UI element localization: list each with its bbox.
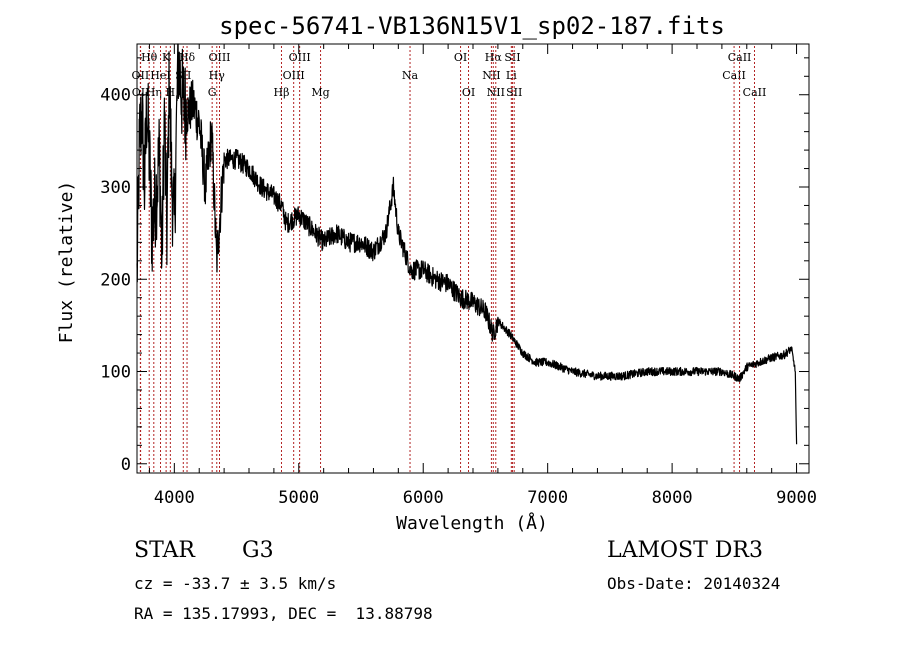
spectral-line-label: OI bbox=[454, 51, 467, 64]
spectral-line-label: CaII bbox=[722, 69, 746, 82]
spectral-line-label: CaII bbox=[728, 51, 752, 64]
spectral-line-label: Hβ bbox=[274, 86, 290, 99]
object-class: STAR bbox=[134, 538, 195, 563]
x-axis-label: Wavelength (Å) bbox=[396, 512, 548, 534]
y-axis-label: Flux (relative) bbox=[56, 181, 77, 344]
x-axis: 4000 5000 6000 7000 8000 9000 bbox=[148, 44, 817, 508]
spectral-line-label: NII bbox=[487, 86, 505, 99]
spectral-line-label: Hη bbox=[146, 86, 162, 99]
spectral-line-label: Hγ bbox=[209, 69, 226, 82]
x-tick-label: 6000 bbox=[403, 488, 444, 508]
spectral-line-label: Hα bbox=[485, 51, 503, 64]
spectral-line-label: OIII bbox=[283, 69, 305, 82]
radec-text: RA = 135.17993, DEC = 13.88798 bbox=[134, 604, 433, 623]
y-tick-label: 0 bbox=[121, 455, 131, 475]
spectral-line-label: SII bbox=[504, 51, 520, 64]
x-tick-label: 4000 bbox=[154, 488, 195, 508]
y-tick-label: 200 bbox=[100, 270, 131, 290]
object-subclass: G3 bbox=[242, 538, 274, 563]
spectral-line-label: Hθ bbox=[141, 51, 158, 64]
y-axis: 0 100 200 300 400 bbox=[100, 57, 809, 475]
survey-label: LAMOST DR3 bbox=[607, 538, 763, 563]
spectral-line-label: OI bbox=[462, 86, 475, 99]
x-tick-label: 7000 bbox=[527, 488, 568, 508]
spectral-line-label: OIII bbox=[289, 51, 311, 64]
spectral-line-label: Na bbox=[402, 69, 419, 82]
spectral-line-label: OII bbox=[132, 86, 150, 99]
spectral-line-markers: HθOIIOIIHηHeIKHSIIHδGHγOIIIHβOIIIOIIIMgN… bbox=[132, 46, 767, 473]
plot-frame bbox=[136, 43, 810, 474]
spectral-line-label: Hδ bbox=[179, 51, 196, 64]
spectrum-line bbox=[136, 43, 798, 445]
y-tick-label: 400 bbox=[100, 86, 131, 106]
spectral-line-label: G bbox=[208, 86, 217, 99]
spectral-line-label: Li bbox=[506, 69, 517, 82]
spectral-line-label: OIII bbox=[208, 51, 230, 64]
spectral-line-label: Mg bbox=[311, 86, 329, 99]
spectral-line-label: NII bbox=[482, 69, 500, 82]
x-tick-label: 8000 bbox=[652, 488, 693, 508]
spectral-line-label: CaII bbox=[743, 86, 767, 99]
y-tick-label: 100 bbox=[100, 363, 131, 383]
obs-date-text: Obs-Date: 20140324 bbox=[607, 574, 781, 593]
redshift-text: cz = -33.7 ± 3.5 km/s bbox=[134, 574, 337, 593]
spectral-line-label: SII bbox=[506, 86, 522, 99]
spectral-line-label: HeI bbox=[150, 69, 170, 82]
chart-title: spec-56741-VB136N15V1_sp02-187.fits bbox=[219, 12, 725, 40]
x-tick-label: 5000 bbox=[278, 488, 319, 508]
y-tick-label: 300 bbox=[100, 178, 131, 198]
spectral-line-label: K bbox=[162, 51, 171, 64]
x-tick-label: 9000 bbox=[776, 488, 817, 508]
